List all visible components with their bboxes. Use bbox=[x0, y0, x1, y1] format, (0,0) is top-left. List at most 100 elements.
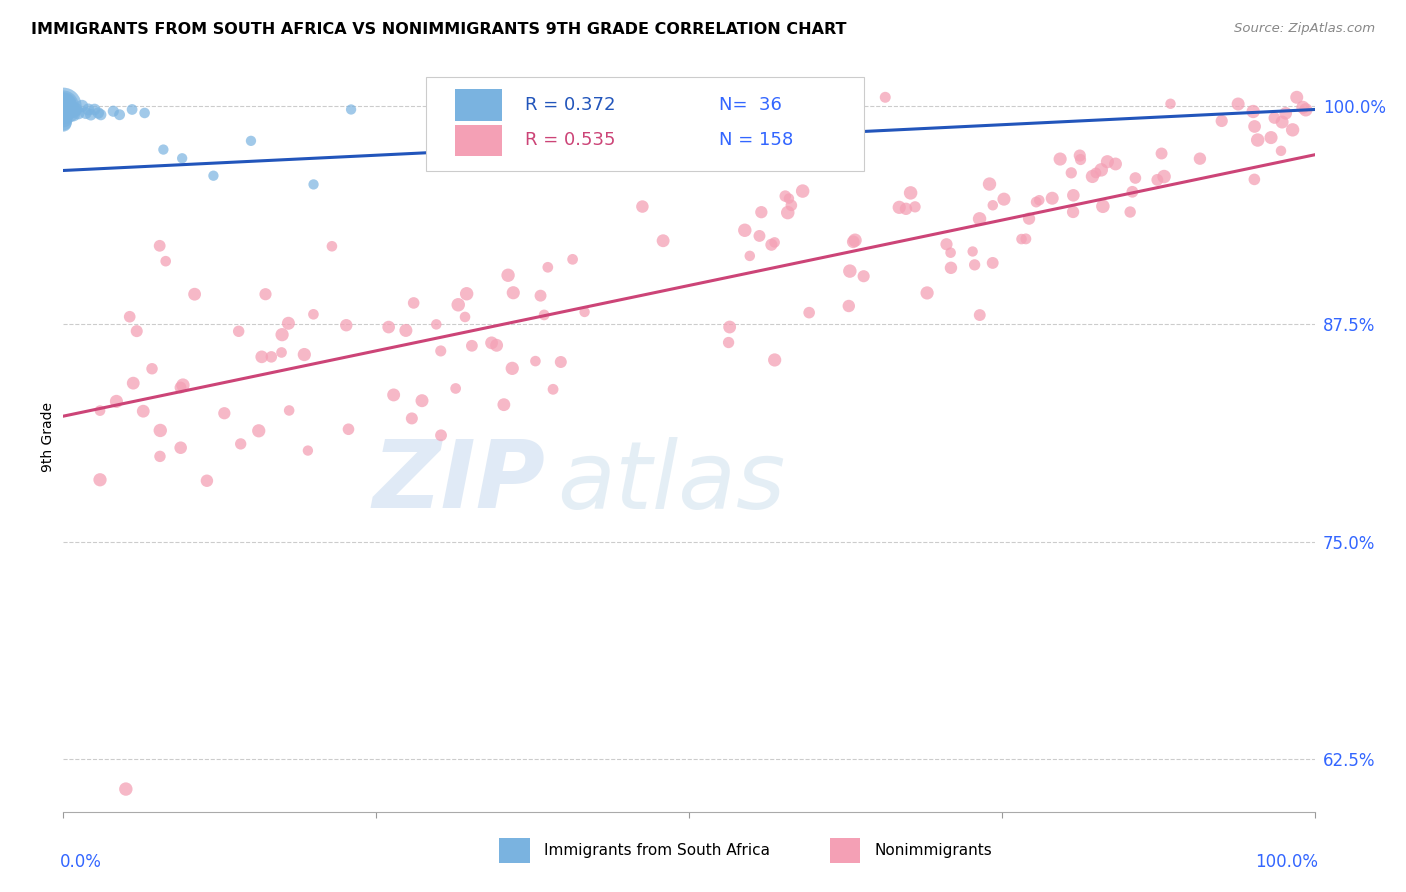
Point bbox=[741, 134, 763, 148]
Point bbox=[492, 398, 515, 412]
Point bbox=[491, 103, 513, 117]
Point bbox=[335, 318, 357, 333]
Point bbox=[401, 411, 423, 425]
Point bbox=[1060, 166, 1083, 180]
Text: R = 0.372: R = 0.372 bbox=[524, 96, 616, 114]
Point bbox=[748, 229, 770, 244]
Point bbox=[195, 474, 218, 488]
Point bbox=[141, 361, 163, 376]
Point bbox=[377, 320, 399, 334]
Point bbox=[1227, 97, 1250, 112]
Point bbox=[1119, 205, 1142, 219]
Point bbox=[183, 287, 205, 301]
Point bbox=[780, 198, 803, 212]
Point bbox=[247, 424, 270, 438]
Point bbox=[1263, 111, 1285, 125]
Point bbox=[501, 361, 523, 376]
Point bbox=[1247, 133, 1270, 147]
Point bbox=[52, 99, 75, 113]
Point bbox=[172, 378, 194, 392]
Text: Source: ZipAtlas.com: Source: ZipAtlas.com bbox=[1234, 22, 1375, 36]
Point bbox=[58, 103, 80, 117]
Point bbox=[52, 112, 75, 126]
Point bbox=[1049, 152, 1071, 166]
Point bbox=[1084, 166, 1107, 180]
Point bbox=[981, 256, 1004, 270]
Point bbox=[52, 99, 75, 113]
Text: N = 158: N = 158 bbox=[718, 131, 793, 149]
Point bbox=[1091, 199, 1114, 213]
Point bbox=[773, 143, 796, 157]
Point bbox=[717, 335, 740, 350]
Text: N=  36: N= 36 bbox=[718, 96, 782, 114]
Point bbox=[550, 355, 572, 369]
Point bbox=[496, 268, 519, 283]
Point bbox=[969, 211, 991, 226]
Point bbox=[481, 335, 503, 350]
Point bbox=[270, 345, 292, 359]
Point bbox=[778, 192, 800, 206]
Point bbox=[529, 288, 551, 302]
Point bbox=[1281, 123, 1303, 137]
Text: atlas: atlas bbox=[558, 436, 786, 527]
Point bbox=[1292, 100, 1315, 114]
Point bbox=[108, 108, 131, 122]
Point bbox=[889, 200, 911, 214]
Point bbox=[125, 324, 148, 338]
Point bbox=[915, 285, 938, 300]
Y-axis label: 9th Grade: 9th Grade bbox=[41, 402, 55, 472]
FancyBboxPatch shape bbox=[456, 89, 502, 121]
Point bbox=[1188, 152, 1211, 166]
Point bbox=[155, 254, 177, 268]
Point bbox=[122, 376, 145, 391]
Text: Nonimmigrants: Nonimmigrants bbox=[875, 844, 993, 858]
Point bbox=[1070, 153, 1092, 167]
Point bbox=[900, 186, 922, 200]
Point bbox=[776, 205, 799, 219]
Point bbox=[631, 200, 654, 214]
Point bbox=[52, 116, 75, 130]
Point bbox=[1062, 188, 1084, 202]
Point bbox=[1160, 96, 1182, 111]
Point bbox=[58, 99, 80, 113]
Point bbox=[70, 99, 93, 113]
Point bbox=[52, 104, 75, 119]
Point bbox=[1274, 106, 1296, 120]
Point bbox=[981, 198, 1004, 212]
Point bbox=[444, 381, 467, 395]
Point bbox=[939, 245, 962, 260]
Point bbox=[979, 177, 1001, 191]
Text: ZIP: ZIP bbox=[373, 436, 546, 528]
Point bbox=[1090, 162, 1112, 177]
Text: 100.0%: 100.0% bbox=[1256, 853, 1319, 871]
Point bbox=[561, 252, 583, 267]
Point bbox=[52, 99, 75, 113]
Point bbox=[382, 388, 405, 402]
Point bbox=[115, 782, 138, 797]
Point bbox=[728, 102, 751, 116]
Point bbox=[302, 307, 325, 321]
Point bbox=[1125, 171, 1147, 186]
Point bbox=[134, 106, 156, 120]
Point bbox=[80, 108, 103, 122]
Point bbox=[1081, 169, 1104, 184]
Point bbox=[52, 103, 75, 117]
Point bbox=[1243, 172, 1265, 186]
Point bbox=[761, 237, 783, 252]
Point bbox=[1011, 232, 1033, 246]
Point bbox=[1025, 195, 1047, 210]
Text: Immigrants from South Africa: Immigrants from South Africa bbox=[544, 844, 770, 858]
Point bbox=[838, 264, 860, 278]
Point bbox=[1243, 120, 1265, 134]
Point bbox=[52, 99, 75, 113]
Point bbox=[121, 103, 143, 117]
Point bbox=[894, 202, 917, 216]
Point bbox=[734, 223, 756, 237]
Point bbox=[652, 234, 675, 248]
Point bbox=[340, 103, 363, 117]
Point bbox=[963, 258, 986, 272]
Point bbox=[775, 189, 797, 203]
Point bbox=[277, 316, 299, 330]
Point bbox=[75, 106, 97, 120]
Point bbox=[250, 350, 273, 364]
